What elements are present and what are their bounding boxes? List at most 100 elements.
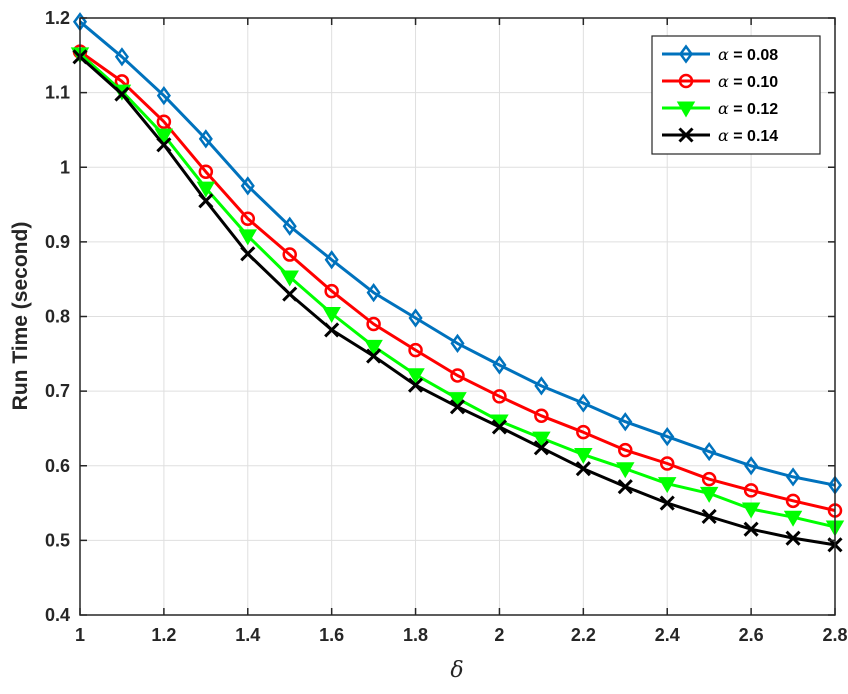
- data-point-triangle: [616, 462, 635, 479]
- x-tick-label: 1: [75, 625, 85, 645]
- data-point-diamond: [534, 376, 549, 396]
- legend-symbol: α: [718, 99, 729, 118]
- data-point-diamond: [450, 333, 465, 353]
- legend-symbol: α: [718, 45, 729, 64]
- data-point-x: [366, 348, 382, 364]
- data-point-x: [785, 530, 801, 546]
- y-tick-label: 0.7: [45, 381, 70, 401]
- y-axis-label: Run Time (second): [9, 222, 32, 411]
- data-point-diamond: [492, 355, 507, 375]
- data-point-circle: [618, 442, 633, 458]
- data-point-triangle: [238, 229, 258, 246]
- data-point-circle: [659, 456, 675, 471]
- data-point-circle: [450, 368, 465, 383]
- data-point-triangle: [783, 510, 803, 527]
- y-tick-label: 0.8: [45, 307, 70, 327]
- legend-label: α = 0.14: [718, 126, 778, 145]
- x-tick-label: 2: [494, 625, 504, 645]
- legend-name: = 0.14: [729, 128, 778, 145]
- data-point-triangle: [448, 392, 467, 409]
- legend-item: α = 0.08: [662, 44, 778, 64]
- legend-label: α = 0.10: [718, 72, 778, 91]
- data-point-x: [156, 137, 172, 153]
- data-point-triangle: [657, 477, 677, 494]
- data-point-diamond: [240, 176, 255, 196]
- series-1: [72, 12, 843, 495]
- data-point-x: [617, 479, 633, 495]
- x-axis-ticks: 1 1.2 1.4 1.6 1.8 2 2.2 2.4 2.6 2.8: [75, 18, 848, 645]
- y-tick-label: 0.5: [45, 530, 70, 550]
- legend: α = 0.08α = 0.10α = 0.12α = 0.14: [651, 35, 821, 155]
- series-line: [79, 50, 836, 512]
- data-point-circle: [198, 164, 214, 179]
- data-point-diamond: [114, 47, 129, 67]
- data-point-circle: [701, 471, 717, 487]
- data-point-diamond: [408, 308, 423, 328]
- data-point-x: [240, 246, 256, 262]
- data-point-diamond: [618, 412, 633, 432]
- series-group: [70, 12, 845, 553]
- y-tick-label: 0.4: [45, 605, 70, 625]
- data-point-x: [114, 86, 130, 102]
- legend-name: = 0.10: [729, 74, 778, 91]
- data-point-diamond: [198, 129, 213, 149]
- data-point-triangle: [364, 339, 383, 356]
- data-point-triangle: [196, 181, 216, 198]
- legend-name: = 0.12: [729, 101, 778, 118]
- data-point-circle: [156, 114, 172, 129]
- data-point-x: [659, 495, 675, 511]
- data-point-x: [491, 419, 508, 435]
- x-tick-label: 2.4: [655, 625, 680, 645]
- data-point-triangle: [322, 307, 341, 324]
- x-tick-label: 2.2: [571, 625, 596, 645]
- data-point-triangle: [699, 486, 719, 503]
- y-tick-label: 1.2: [45, 8, 70, 28]
- data-point-x: [407, 377, 424, 393]
- x-tick-label: 2.6: [739, 625, 764, 645]
- series-3: [70, 47, 845, 537]
- data-point-circle: [240, 211, 256, 226]
- data-point-diamond: [366, 283, 381, 303]
- y-axis-ticks: 0.4 0.5 0.6 0.7 0.8 0.9 1 1.1 1.2: [45, 8, 835, 625]
- data-point-circle: [408, 342, 423, 358]
- data-point-diamond: [576, 393, 591, 413]
- data-point-triangle: [532, 431, 551, 448]
- data-point-triangle: [280, 270, 299, 287]
- legend-label: α = 0.08: [718, 45, 778, 64]
- data-point-x: [678, 127, 694, 143]
- data-point-x: [533, 440, 549, 456]
- data-point-x: [743, 521, 759, 537]
- series-2: [72, 44, 843, 518]
- data-point-x: [324, 322, 340, 338]
- data-point-diamond: [660, 427, 675, 447]
- data-point-diamond: [324, 250, 339, 270]
- data-point-diamond: [744, 456, 759, 476]
- data-point-circle: [282, 247, 297, 262]
- data-point-triangle: [154, 128, 174, 145]
- data-point-diamond: [786, 467, 801, 487]
- data-point-circle: [534, 408, 549, 424]
- data-point-circle: [743, 483, 759, 498]
- y-tick-label: 1: [60, 157, 70, 177]
- data-point-circle: [576, 424, 591, 440]
- legend-symbol: α: [718, 126, 729, 145]
- x-tick-label: 2.8: [822, 625, 847, 645]
- legend-label: α = 0.12: [718, 99, 778, 118]
- y-tick-label: 0.9: [45, 232, 70, 252]
- x-tick-label: 1.4: [235, 625, 260, 645]
- y-tick-label: 1.1: [45, 83, 70, 103]
- data-point-x: [282, 286, 298, 302]
- data-point-triangle: [406, 368, 425, 385]
- legend-item: α = 0.14: [662, 126, 778, 145]
- data-point-triangle: [741, 502, 761, 519]
- data-point-circle: [324, 283, 339, 299]
- legend-symbol: α: [718, 72, 729, 91]
- data-point-x: [198, 193, 214, 209]
- data-point-x: [701, 508, 717, 525]
- data-point-diamond: [156, 85, 171, 106]
- x-tick-label: 1.2: [151, 625, 176, 645]
- data-point-diamond: [702, 441, 717, 462]
- series-line: [79, 20, 836, 487]
- data-point-diamond: [282, 216, 297, 236]
- data-point-triangle: [574, 448, 593, 465]
